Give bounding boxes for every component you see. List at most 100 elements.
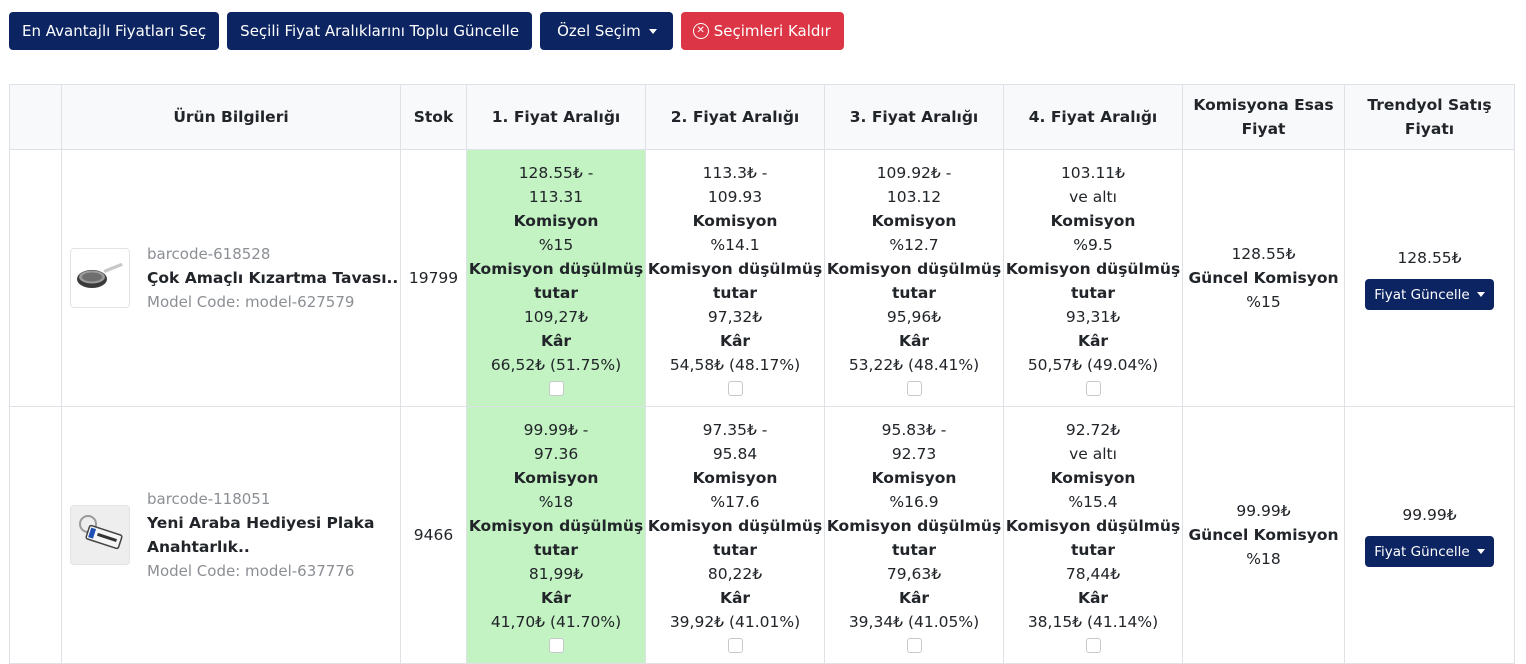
range-price-to: 97.36 [533, 444, 579, 463]
range-price-from: 109.92₺ - [876, 163, 952, 182]
current-commission-label: Güncel Komisyon [1188, 526, 1339, 544]
commission-rate: %15 [538, 235, 574, 254]
range-checkbox[interactable] [906, 380, 922, 396]
profit-label: Kâr [1077, 331, 1109, 350]
frying-pan-icon [70, 248, 130, 308]
price-update-label: Fiyat Güncelle [1374, 543, 1470, 560]
product-barcode: barcode-118051 [147, 490, 271, 508]
commission-rate: %18 [538, 492, 574, 511]
price-range-cell: 99.99₺ - 97.36 Komisyon %18 Komisyon düş… [466, 406, 646, 664]
caret-down-icon [648, 28, 657, 34]
net-amount-label: Komisyon düşülmüş tutar [1005, 516, 1181, 559]
price-update-dropdown[interactable]: Fiyat Güncelle [1365, 279, 1494, 310]
clear-selection-button[interactable]: ✕ Seçimleri Kaldır [680, 12, 844, 50]
net-amount: 97,32₺ [707, 307, 763, 326]
range-price-from: 95.83₺ - [881, 420, 947, 439]
table-row: barcode-618528 Çok Amaçlı Kızartma Tavas… [9, 149, 1515, 407]
range-price-from: 113.3₺ - [702, 163, 768, 182]
commission-base-price: 128.55₺ [1231, 245, 1296, 263]
header-sale-price: Trendyol Satış Fiyatı [1344, 84, 1515, 150]
price-range-cell: 97.35₺ - 95.84 Komisyon %17.6 Komisyon d… [645, 406, 825, 664]
price-range-cell: 95.83₺ - 92.73 Komisyon %16.9 Komisyon d… [824, 406, 1004, 664]
net-amount-label: Komisyon düşülmüş tutar [647, 259, 823, 302]
stock-cell: 9466 [400, 406, 467, 664]
net-amount: 78,44₺ [1065, 564, 1121, 583]
select-best-prices-button[interactable]: En Avantajlı Fiyatları Seç [9, 12, 220, 50]
profit-label: Kâr [540, 331, 572, 350]
commission-label: Komisyon [871, 211, 957, 230]
product-model-code: Model Code: model-627579 [147, 293, 355, 311]
stock-cell: 19799 [400, 149, 467, 407]
range-price-to: 103.12 [886, 187, 942, 206]
commission-label: Komisyon [1050, 468, 1136, 487]
range-checkbox[interactable] [1085, 637, 1101, 653]
commission-label: Komisyon [871, 468, 957, 487]
net-amount: 93,31₺ [1065, 307, 1121, 326]
net-amount-label: Komisyon düşülmüş tutar [468, 516, 644, 559]
price-range-table: Ürün Bilgileri Stok 1. Fiyat Aralığı 2. … [9, 84, 1515, 664]
commission-label: Komisyon [513, 211, 599, 230]
price-update-label: Fiyat Güncelle [1374, 286, 1470, 303]
net-amount: 81,99₺ [528, 564, 584, 583]
row-select-cell [9, 149, 62, 407]
product-name[interactable]: Çok Amaçlı Kızartma Tavası.. [147, 269, 399, 287]
commission-rate: %17.6 [710, 492, 760, 511]
range-checkbox[interactable] [1085, 380, 1101, 396]
net-amount: 109,27₺ [523, 307, 589, 326]
product-info-cell: barcode-618528 Çok Amaçlı Kızartma Tavas… [61, 149, 401, 407]
custom-select-dropdown[interactable]: Özel Seçim [540, 12, 673, 50]
product-info-cell: barcode-118051 Yeni Araba Hediyesi Plaka… [61, 406, 401, 664]
profit-amount: 50,57₺ (49.04%) [1027, 355, 1159, 374]
net-amount-label: Komisyon düşülmüş tutar [826, 259, 1002, 302]
plate-keychain-icon [70, 505, 130, 565]
caret-down-icon [1476, 549, 1485, 554]
header-range-4: 4. Fiyat Aralığı [1003, 84, 1183, 150]
profit-amount: 38,15₺ (41.14%) [1027, 612, 1159, 631]
price-range-cell: 128.55₺ - 113.31 Komisyon %15 Komisyon d… [466, 149, 646, 407]
product-model-code: Model Code: model-637776 [147, 562, 355, 580]
net-amount-label: Komisyon düşülmüş tutar [826, 516, 1002, 559]
range-checkbox[interactable] [906, 637, 922, 653]
header-range-1: 1. Fiyat Aralığı [466, 84, 646, 150]
commission-rate: %12.7 [889, 235, 939, 254]
net-amount-label: Komisyon düşülmüş tutar [468, 259, 644, 302]
commission-base-cell: 99.99₺ Güncel Komisyon %18 [1182, 406, 1345, 664]
clear-selection-label: Seçimleri Kaldır [713, 22, 831, 40]
profit-amount: 39,92₺ (41.01%) [669, 612, 801, 631]
profit-amount: 39,34₺ (41.05%) [848, 612, 980, 631]
bulk-update-ranges-button[interactable]: Seçili Fiyat Aralıklarını Toplu Güncelle [227, 12, 533, 50]
product-name[interactable]: Yeni Araba Hediyesi Plaka Anahtarlık.. [147, 514, 375, 556]
profit-amount: 66,52₺ (51.75%) [490, 355, 622, 374]
profit-amount: 41,70₺ (41.70%) [490, 612, 622, 631]
commission-base-price: 99.99₺ [1236, 502, 1291, 520]
header-stock: Stok [400, 84, 467, 150]
product-barcode: barcode-618528 [147, 245, 271, 263]
toolbar: En Avantajlı Fiyatları Seç Seçili Fiyat … [9, 12, 844, 50]
range-price-to: 92.73 [891, 444, 937, 463]
commission-label: Komisyon [1050, 211, 1136, 230]
sale-price: 99.99₺ [1402, 506, 1457, 524]
current-commission-rate: %18 [1246, 550, 1281, 568]
net-amount-label: Komisyon düşülmüş tutar [1005, 259, 1181, 302]
range-price-to: 95.84 [712, 444, 758, 463]
caret-down-icon [1476, 292, 1485, 297]
commission-label: Komisyon [692, 468, 778, 487]
profit-label: Kâr [540, 588, 572, 607]
range-checkbox[interactable] [548, 637, 564, 653]
profit-label: Kâr [1077, 588, 1109, 607]
price-range-cell: 109.92₺ - 103.12 Komisyon %12.7 Komisyon… [824, 149, 1004, 407]
price-update-dropdown[interactable]: Fiyat Güncelle [1365, 536, 1494, 567]
range-checkbox[interactable] [727, 637, 743, 653]
commission-base-cell: 128.55₺ Güncel Komisyon %15 [1182, 149, 1345, 407]
commission-label: Komisyon [692, 211, 778, 230]
commission-label: Komisyon [513, 468, 599, 487]
commission-rate: %16.9 [889, 492, 939, 511]
header-range-3: 3. Fiyat Aralığı [824, 84, 1004, 150]
row-select-cell [9, 406, 62, 664]
profit-label: Kâr [719, 588, 751, 607]
range-checkbox[interactable] [548, 380, 564, 396]
current-commission-rate: %15 [1246, 293, 1281, 311]
header-select [9, 84, 62, 150]
net-amount-label: Komisyon düşülmüş tutar [647, 516, 823, 559]
range-checkbox[interactable] [727, 380, 743, 396]
